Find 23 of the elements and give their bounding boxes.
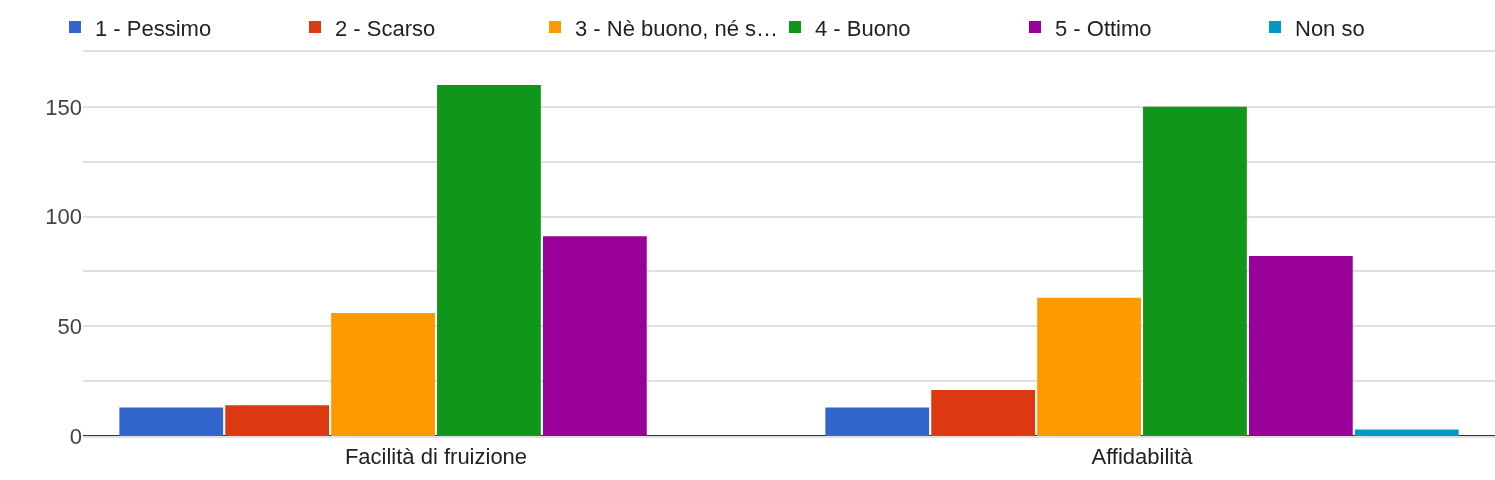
bar: [1354, 429, 1459, 436]
bar: [1143, 106, 1247, 436]
x-tick-label: Facilità di fruizione: [344, 444, 528, 470]
legend-label: 5 - Ottimo: [1055, 15, 1152, 41]
y-tick-label: 50: [57, 313, 82, 339]
legend-label: 3 - Nè buono, né s…: [575, 15, 779, 41]
bar: [825, 407, 930, 436]
legend-label: 1 - Pessimo: [95, 15, 212, 41]
x-tick-label: Affidabilità: [1091, 444, 1194, 470]
y-tick-label: 150: [45, 94, 82, 120]
bar: [225, 405, 330, 436]
bar: [931, 389, 1036, 436]
bar: [1248, 256, 1353, 436]
bar: [542, 236, 647, 436]
y-tick-label: 100: [45, 204, 82, 230]
y-tick-label: 0: [69, 423, 82, 449]
legend-label: 4 - Buono: [815, 15, 911, 41]
bar: [1037, 297, 1141, 436]
bar: [119, 407, 224, 436]
bar: [437, 84, 541, 436]
bar: [331, 313, 435, 436]
legend-label: 2 - Scarso: [335, 15, 436, 41]
legend-label: Non so: [1295, 15, 1365, 41]
